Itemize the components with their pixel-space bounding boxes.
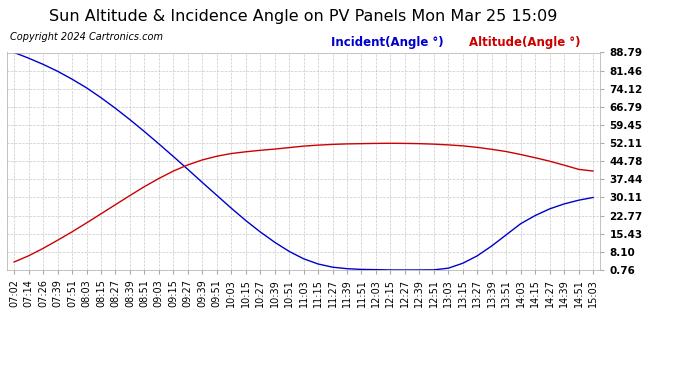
Text: Copyright 2024 Cartronics.com: Copyright 2024 Cartronics.com <box>10 32 164 42</box>
Text: Sun Altitude & Incidence Angle on PV Panels Mon Mar 25 15:09: Sun Altitude & Incidence Angle on PV Pan… <box>50 9 558 24</box>
Text: Incident(Angle °): Incident(Angle °) <box>331 36 444 49</box>
Text: Altitude(Angle °): Altitude(Angle °) <box>469 36 581 49</box>
